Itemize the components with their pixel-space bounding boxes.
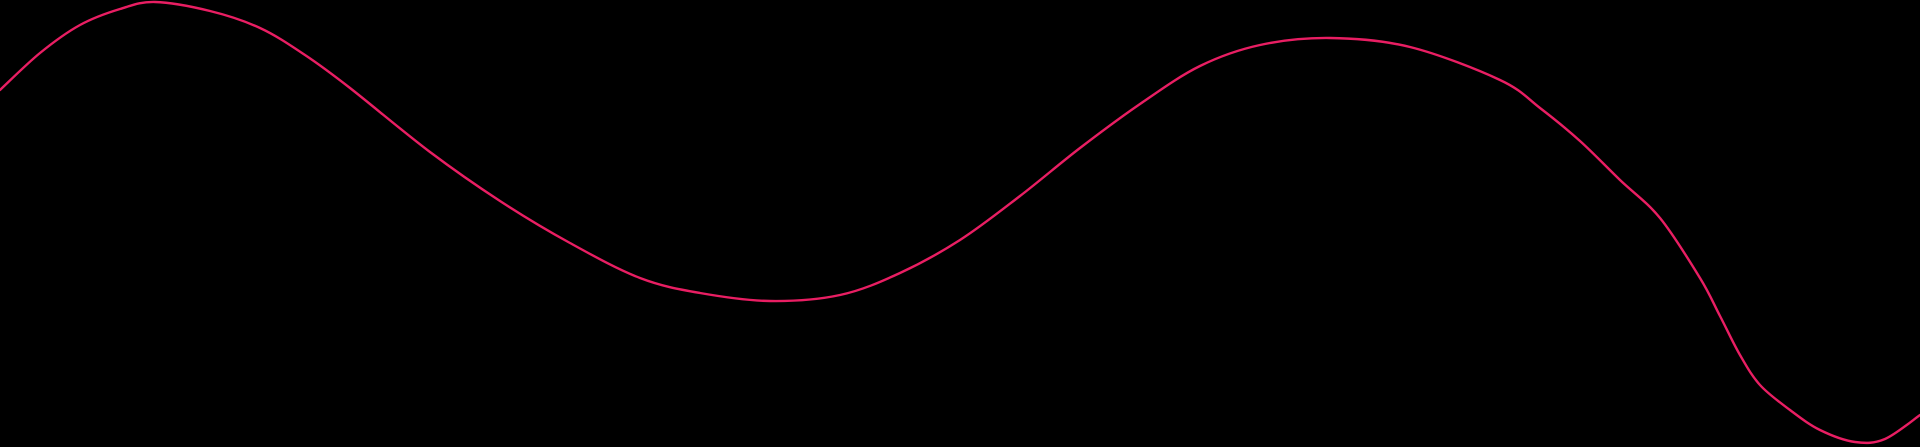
curve-line [0, 0, 1920, 445]
chart-canvas [0, 0, 1920, 445]
line-chart [0, 0, 1920, 445]
